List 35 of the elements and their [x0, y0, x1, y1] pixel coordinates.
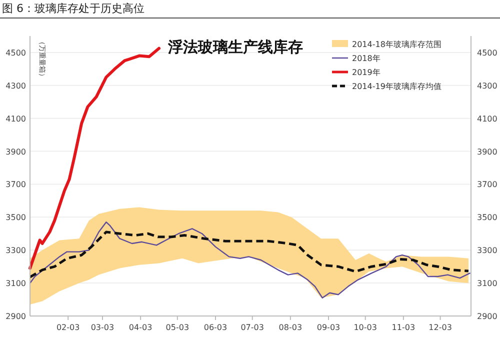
y-tick-label: 4500: [6, 48, 26, 58]
x-tick-label: 04-03: [128, 323, 152, 332]
x-tick-label: 07-03: [240, 323, 264, 332]
legend-label: 2014-18年玻璃库存范围: [352, 40, 442, 49]
y2-tick-label: 4300: [477, 81, 498, 90]
y-tick-label: 3500: [6, 213, 26, 222]
x-tick-label: 12-03: [428, 323, 452, 332]
y2-tick-label: 3500: [477, 213, 498, 222]
y-tick-label: 4300: [6, 81, 26, 90]
x-tick-label: 03-03: [90, 323, 114, 332]
y2-tick-label: 4500: [477, 48, 498, 58]
y-tick-label: 3100: [6, 279, 26, 288]
y2-tick-label: 3900: [477, 147, 498, 156]
chart-title: 图 6：玻璃库存处于历史高位: [2, 2, 144, 15]
y2-tick-label: 2900: [477, 312, 498, 321]
y2-tick-label: 3300: [477, 246, 498, 256]
x-tick-label: 02-03: [56, 323, 80, 332]
chart-subtitle: 浮法玻璃生产线库存: [167, 38, 303, 56]
y-tick-label: 2900: [6, 312, 26, 321]
y2-tick-label: 3100: [477, 279, 498, 288]
legend-label: 2019年: [352, 68, 380, 77]
y-tick-label: 4100: [6, 114, 26, 124]
y2-tick-label: 4100: [477, 114, 498, 124]
y-tick-label: 3700: [6, 180, 26, 190]
x-tick-label: 08-03: [278, 323, 302, 332]
x-tick-label: 10-03: [354, 323, 377, 332]
y2-tick-label: 3700: [477, 180, 498, 190]
x-tick-label: 05-03: [166, 323, 190, 332]
y-tick-label: 3300: [6, 246, 26, 256]
y-tick-label: 3900: [6, 147, 26, 156]
legend-label: 2018年: [352, 54, 380, 63]
x-tick-label: 09-03: [316, 323, 340, 332]
x-tick-label: 06-03: [204, 323, 228, 332]
legend-label: 2014-19年玻璃库存均值: [352, 82, 442, 91]
x-tick-label: 11-03: [392, 323, 416, 332]
